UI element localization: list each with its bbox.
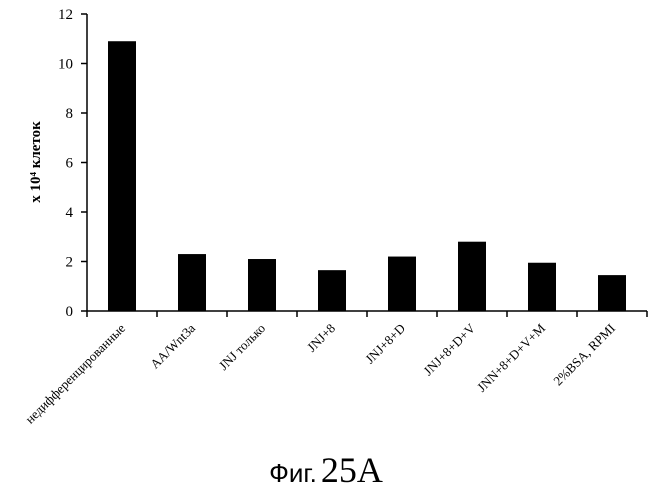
x-tick-label: JNJ только	[216, 321, 268, 373]
bars-group	[108, 41, 626, 311]
y-tick-label: 0	[66, 304, 74, 320]
bar	[528, 263, 556, 311]
y-axis-label: x 10⁴ клеток	[28, 121, 44, 203]
bar	[178, 254, 206, 311]
x-tick-label: JNJ+8	[304, 321, 338, 355]
y-axis-ticks: 0 2 4 6 8 10 12	[58, 7, 87, 320]
x-tick-label: JNN+8+D+V+M	[474, 320, 549, 395]
bar	[318, 270, 346, 311]
y-tick-label: 8	[66, 106, 74, 122]
y-tick-label: 12	[58, 7, 73, 23]
bar	[248, 259, 276, 311]
figure-caption: Фиг. 25A	[0, 445, 652, 503]
caption-number: 25A	[321, 450, 383, 490]
x-tick-label: JNJ+8+D+V	[420, 320, 478, 378]
bar	[598, 275, 626, 311]
x-tick-label: JNJ+8+D	[362, 321, 408, 367]
x-axis-ticks	[87, 311, 647, 317]
y-tick-label: 4	[66, 205, 74, 221]
bar	[388, 257, 416, 311]
x-tick-label: 2%BSA, RPMI	[550, 321, 618, 389]
y-tick-label: 2	[66, 255, 74, 271]
bar-chart: 0 2 4 6 8 10 12 недифференцированные AA/Wnt3a JN…	[0, 0, 652, 445]
caption-prefix: Фиг.	[269, 458, 317, 488]
bar	[108, 41, 136, 311]
x-tick-label: AA/Wnt3a	[147, 320, 198, 371]
x-tick-label: недифференцированные	[22, 320, 128, 426]
y-tick-label: 10	[58, 57, 73, 73]
x-axis-labels: недифференцированные AA/Wnt3a JNJ только JN…	[22, 320, 618, 426]
y-tick-label: 6	[66, 156, 74, 172]
bar	[458, 242, 486, 311]
